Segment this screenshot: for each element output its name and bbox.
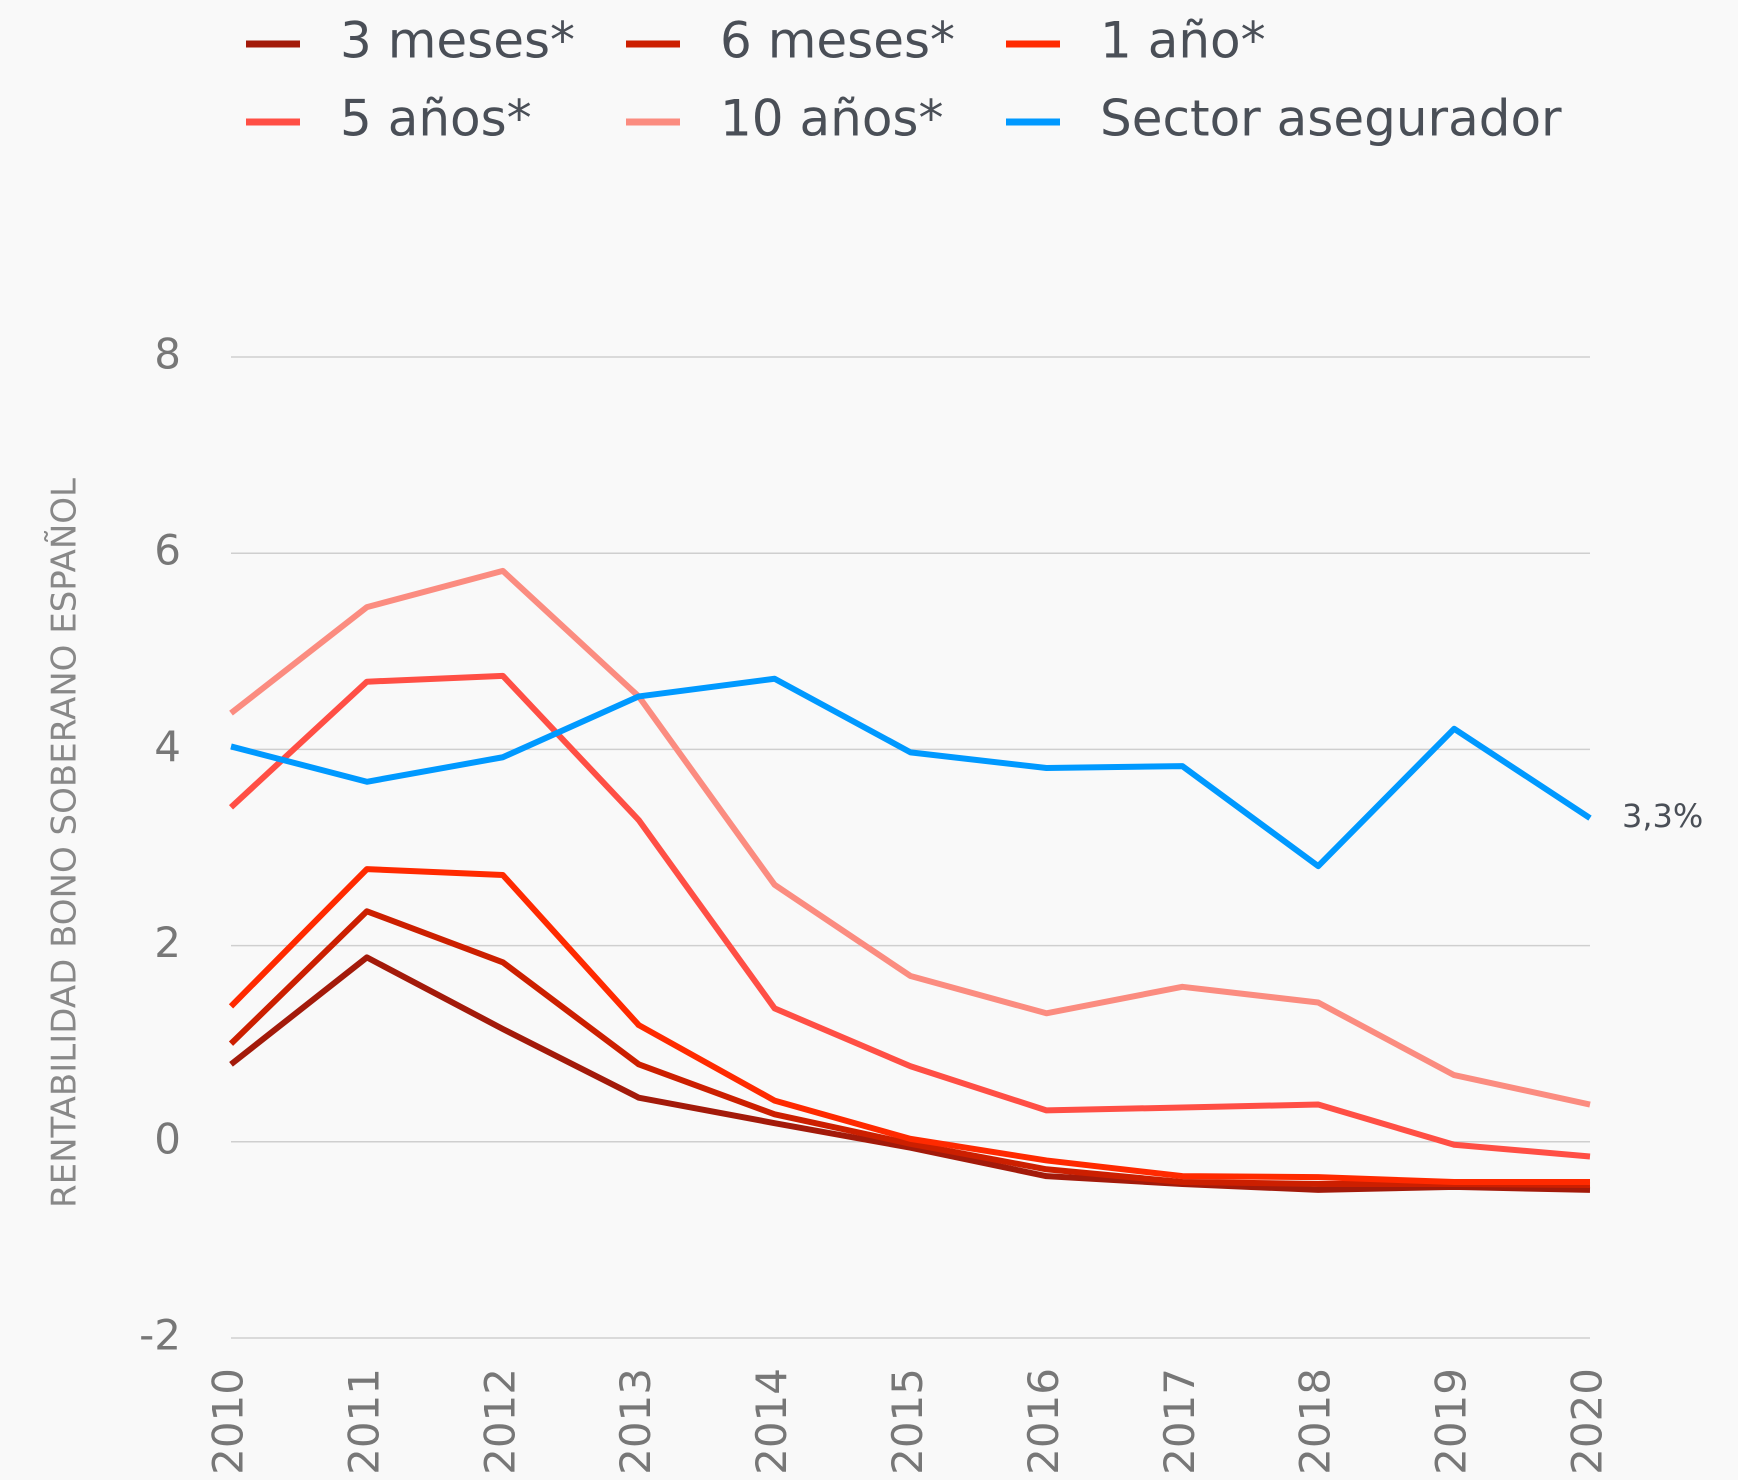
x-tick-label: 2017 xyxy=(1155,1368,1204,1475)
x-tick-label: 2015 xyxy=(883,1368,932,1475)
legend-label: 3 meses* xyxy=(340,12,575,70)
y-tick-label: 0 xyxy=(154,1114,181,1163)
series-line xyxy=(228,866,1590,1186)
legend-label: 5 años* xyxy=(340,90,532,148)
series-line xyxy=(228,672,1591,1160)
series-line xyxy=(229,954,1591,1193)
x-tick-label: 2018 xyxy=(1291,1368,1340,1475)
y-tick-label: 2 xyxy=(154,918,181,967)
legend-label: 10 años* xyxy=(720,90,944,148)
legend-label: 6 meses* xyxy=(720,12,955,70)
x-tick-label: 2014 xyxy=(747,1368,796,1475)
data-label: 3,3% xyxy=(1622,797,1703,835)
series-line xyxy=(230,675,1592,870)
y-axis-label: RENTABILIDAD BONO SOBERANO ESPAÑOL xyxy=(45,478,85,1208)
x-tick-label: 2016 xyxy=(1019,1368,1068,1475)
y-tick-label: 8 xyxy=(154,330,181,379)
y-tick-label: 6 xyxy=(154,526,181,575)
x-tick-label: 2012 xyxy=(475,1368,524,1475)
series-line xyxy=(229,567,1591,1108)
x-tick-label: 2020 xyxy=(1563,1368,1612,1475)
y-tick-label: -2 xyxy=(139,1311,181,1360)
legend-label: Sector asegurador xyxy=(1100,90,1562,148)
y-tick-label: 4 xyxy=(154,722,181,771)
x-tick-label: 2013 xyxy=(611,1368,660,1475)
legend-label: 1 año* xyxy=(1100,12,1266,70)
x-tick-label: 2011 xyxy=(339,1368,388,1475)
series-line xyxy=(228,908,1591,1188)
x-tick-label: 2019 xyxy=(1427,1368,1476,1475)
x-tick-label: 2010 xyxy=(204,1368,253,1475)
